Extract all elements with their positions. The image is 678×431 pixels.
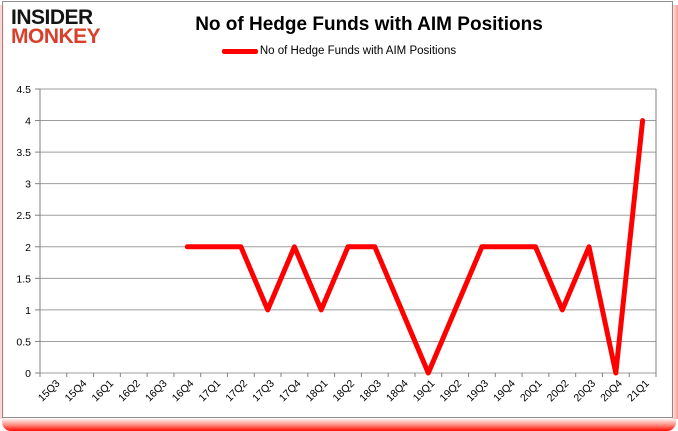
y-tick-label: 0.5 [16,336,31,348]
x-tick-label: 17Q4 [277,378,304,405]
x-tick-label: 19Q3 [464,378,491,405]
y-tick-label: 3.5 [16,147,31,159]
x-tick-label: 19Q1 [411,378,438,405]
y-tick-label: 4 [25,116,31,128]
x-tick-label: 19Q2 [438,378,465,405]
y-tick-label: 3 [25,179,31,191]
x-tick-label: 20Q3 [571,378,598,405]
y-tick-label: 0 [25,368,31,380]
x-tick-label: 21Q1 [625,378,652,405]
x-tick-label: 16Q4 [170,378,197,405]
left-glow-border [0,5,5,419]
logo-line-monkey: MONKEY [11,25,101,48]
x-tick-label: 16Q3 [143,378,170,405]
series-line-hedge-funds [184,118,646,376]
legend-label: No of Hedge Funds with AIM Positions [259,45,457,57]
x-tick-label: 17Q1 [197,378,224,405]
x-tick-label: 20Q2 [545,378,572,405]
x-tick-label: 18Q1 [304,378,331,405]
x-tick-label: 17Q2 [223,378,250,405]
x-tick-label: 20Q4 [598,378,625,405]
x-tick-label: 18Q4 [384,378,411,405]
x-tick-label: 17Q3 [250,378,277,405]
bottom-glow-border [2,418,676,431]
y-tick-label: 2.5 [16,210,31,222]
y-tick-label: 2 [25,242,31,254]
x-tick-label: 18Q2 [330,378,357,405]
x-tick-label: 15Q3 [36,378,63,405]
chart-legend: No of Hedge Funds with AIM Positions [0,45,678,57]
y-tick-label: 1 [25,305,31,317]
legend-line-marker [221,48,258,54]
x-tick-label: 19Q4 [491,378,518,405]
x-tick-label: 16Q1 [89,378,116,405]
x-tick-label: 18Q3 [357,378,384,405]
insider-monkey-logo: INSIDER MONKEY [11,6,101,48]
y-tick-label: 4.5 [16,84,31,96]
chart-frame [2,1,673,418]
x-tick-label: 16Q2 [116,378,143,405]
chart-header: INSIDER MONKEY No of Hedge Funds with AI… [0,0,678,57]
right-glow-border [671,5,678,419]
chart-title: No of Hedge Funds with AIM Positions [195,14,543,35]
x-tick-label: 20Q1 [518,378,545,405]
y-tick-label: 1.5 [16,273,31,285]
x-tick-label: 15Q4 [63,378,90,405]
logo-line-insider: INSIDER [11,6,93,29]
